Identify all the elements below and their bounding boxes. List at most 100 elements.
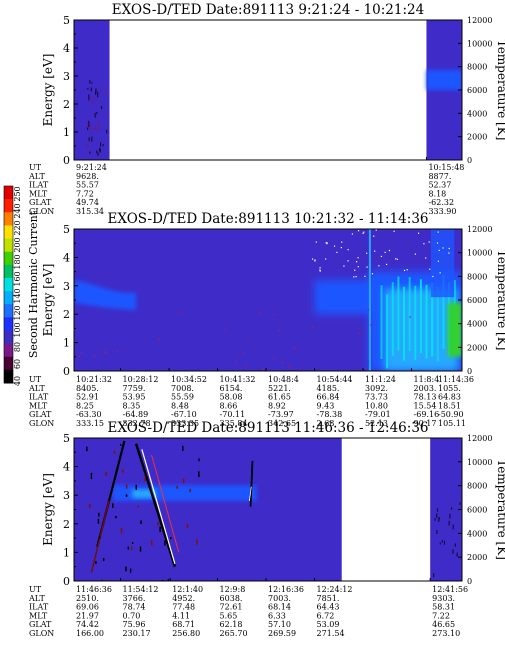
y-right-tick-label: 4000: [467, 109, 487, 118]
colorbar-tick-label: 250: [13, 186, 22, 201]
noise-mark: [448, 520, 450, 526]
noise-mark: [97, 91, 99, 98]
noise-mark: [95, 91, 97, 95]
noise-mark: [340, 246, 342, 249]
noise-mark: [182, 478, 185, 484]
readout-row-label: GLAT: [29, 410, 52, 419]
noise-mark: [325, 258, 327, 260]
noise-mark: [80, 351, 82, 354]
noise-mark: [89, 503, 91, 509]
plot-area-3: [74, 438, 462, 581]
readout-value: 6038.: [220, 594, 243, 603]
noise-mark: [125, 494, 128, 497]
readout-value: -67.10: [171, 410, 197, 419]
readout-value: 265.70: [220, 629, 248, 638]
data-segment: [430, 438, 462, 581]
noise-mark: [131, 542, 134, 545]
colorbar-frame: [3, 185, 14, 384]
readout-value: 9303.: [432, 594, 455, 603]
colorbar-tick-label: 100: [13, 322, 22, 337]
colorbar-segment: [4, 251, 13, 266]
noise-mark: [315, 241, 317, 243]
readout-value: 69.06: [76, 603, 99, 612]
noise-mark: [247, 337, 249, 340]
readout-value: 68.14: [268, 603, 291, 612]
temperature-band: [426, 70, 462, 90]
y-tick-label: 5: [63, 223, 70, 236]
readout-value: 2.68: [317, 419, 335, 428]
readout-value: 10:34:52: [171, 375, 207, 384]
streak: [249, 460, 254, 507]
readout-value: 66.84: [317, 393, 340, 402]
noise-mark: [91, 96, 93, 103]
y-right-tick-label: 0: [467, 367, 472, 376]
noise-mark: [414, 253, 416, 255]
readout-value: 11:8:4: [414, 375, 440, 384]
y-tick-label: 5: [63, 432, 70, 445]
noise-mark: [122, 468, 124, 473]
y-axis-label: Energy [eV]: [41, 54, 55, 127]
y-right-tick-label: 10000: [467, 39, 492, 48]
noise-mark: [443, 540, 446, 545]
y-tick-label: 1: [63, 337, 70, 350]
noise-mark: [281, 362, 284, 364]
readout-value: 9628.: [76, 172, 99, 181]
colorbar-segment: [4, 225, 13, 240]
readout-value: 3766.: [123, 594, 146, 603]
spectral-stripe: [414, 285, 417, 360]
readout-value: 333.90: [428, 207, 456, 216]
readout-row-label: ILAT: [29, 393, 49, 402]
noise-mark: [78, 355, 80, 358]
noise-mark: [95, 123, 98, 125]
colorbar-segment: [4, 317, 13, 331]
colorbar-segment: [4, 356, 13, 371]
noise-mark: [333, 245, 336, 247]
noise-mark: [115, 515, 117, 519]
data-segment: [74, 438, 342, 581]
noise-mark: [99, 88, 101, 92]
noise-mark: [102, 144, 104, 147]
noise-mark: [102, 558, 105, 562]
noise-mark: [94, 112, 96, 118]
readout-value: 4952.: [172, 594, 195, 603]
noise-mark: [89, 151, 91, 154]
y-tick-label: 3: [63, 489, 70, 502]
noise-mark: [93, 127, 95, 130]
colorbar-label: Second Harmonic Current: [27, 210, 40, 358]
panel-2: EXOS-D/TED Date:891113 10:21:32 - 11:14:…: [28, 211, 505, 428]
y-tick-label: 4: [63, 251, 70, 264]
energy-band: [430, 229, 455, 298]
spectral-stripe: [425, 284, 428, 359]
readout-value: 10:28:12: [123, 375, 159, 384]
y-right-tick-label: 6000: [467, 506, 487, 515]
noise-mark: [364, 275, 366, 277]
noise-mark: [429, 268, 431, 270]
noise-mark: [242, 351, 244, 354]
noise-mark: [363, 231, 365, 233]
noise-mark: [198, 458, 200, 462]
noise-mark: [357, 230, 360, 232]
readout-value: 3092.: [365, 384, 388, 393]
noise-mark: [319, 269, 321, 271]
noise-mark: [403, 269, 406, 272]
noise-mark: [385, 263, 388, 266]
noise-mark: [158, 338, 160, 340]
readout-value: 332.78: [123, 419, 151, 428]
readout-value: 68.71: [172, 620, 195, 629]
readout-value: 52.37: [428, 181, 451, 190]
readout-row-label: ILAT: [29, 181, 49, 190]
noise-mark: [245, 365, 247, 367]
noise-mark: [106, 129, 108, 134]
readout-value: 90.17: [414, 419, 437, 428]
noise-mark: [90, 124, 92, 130]
noise-mark: [87, 87, 89, 90]
y-tick-label: 3: [63, 280, 70, 293]
spectral-stripe: [380, 285, 383, 360]
noise-mark: [278, 329, 280, 332]
noise-mark: [438, 249, 440, 252]
y-axis-label: Energy [eV]: [41, 264, 55, 337]
noise-mark: [139, 546, 142, 552]
ion-band: [132, 489, 156, 499]
readout-value: 9:21:24: [76, 163, 107, 172]
noise-mark: [326, 242, 328, 244]
